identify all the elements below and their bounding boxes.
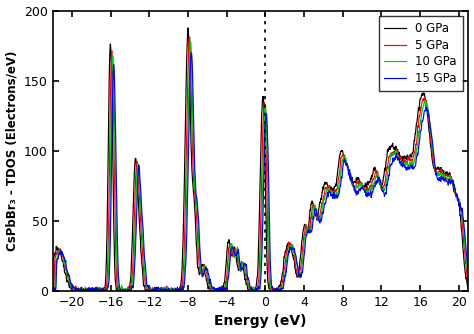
0 GPa — [210, 288, 215, 292]
10 GPa — [413, 151, 419, 155]
0 GPa — [185, 26, 191, 30]
10 GPa — [122, 287, 128, 291]
5 GPa — [97, 288, 103, 292]
10 GPa — [217, 289, 223, 293]
0 GPa — [50, 257, 55, 261]
10 GPa — [458, 203, 464, 207]
Line: 15 GPa: 15 GPa — [53, 53, 468, 291]
Line: 10 GPa: 10 GPa — [53, 41, 468, 291]
Line: 0 GPa: 0 GPa — [53, 28, 468, 291]
15 GPa — [458, 206, 464, 210]
10 GPa — [465, 277, 471, 281]
5 GPa — [122, 289, 128, 293]
10 GPa — [210, 287, 215, 291]
5 GPa — [465, 280, 471, 284]
X-axis label: Energy (eV): Energy (eV) — [214, 314, 307, 328]
15 GPa — [167, 289, 173, 293]
0 GPa — [228, 248, 233, 252]
10 GPa — [97, 288, 103, 292]
Y-axis label: CsPbBr₃ - TDOS (Electrons/eV): CsPbBr₃ - TDOS (Electrons/eV) — [6, 51, 18, 251]
10 GPa — [228, 244, 233, 248]
0 GPa — [458, 216, 464, 220]
15 GPa — [189, 51, 194, 55]
10 GPa — [50, 288, 55, 292]
15 GPa — [122, 289, 128, 293]
0 GPa — [465, 282, 471, 286]
15 GPa — [228, 254, 233, 258]
Legend: 0 GPa, 5 GPa, 10 GPa, 15 GPa: 0 GPa, 5 GPa, 10 GPa, 15 GPa — [379, 16, 463, 91]
5 GPa — [210, 289, 215, 293]
15 GPa — [413, 162, 419, 166]
Line: 5 GPa: 5 GPa — [53, 37, 468, 291]
0 GPa — [122, 288, 128, 292]
15 GPa — [50, 288, 55, 292]
5 GPa — [187, 35, 192, 39]
5 GPa — [228, 245, 233, 249]
5 GPa — [413, 142, 419, 146]
5 GPa — [50, 286, 55, 290]
0 GPa — [413, 128, 419, 132]
5 GPa — [458, 205, 464, 209]
5 GPa — [174, 289, 180, 293]
15 GPa — [97, 288, 103, 292]
0 GPa — [97, 287, 103, 291]
10 GPa — [188, 39, 193, 43]
0 GPa — [123, 289, 129, 293]
15 GPa — [465, 270, 471, 274]
15 GPa — [210, 287, 215, 291]
